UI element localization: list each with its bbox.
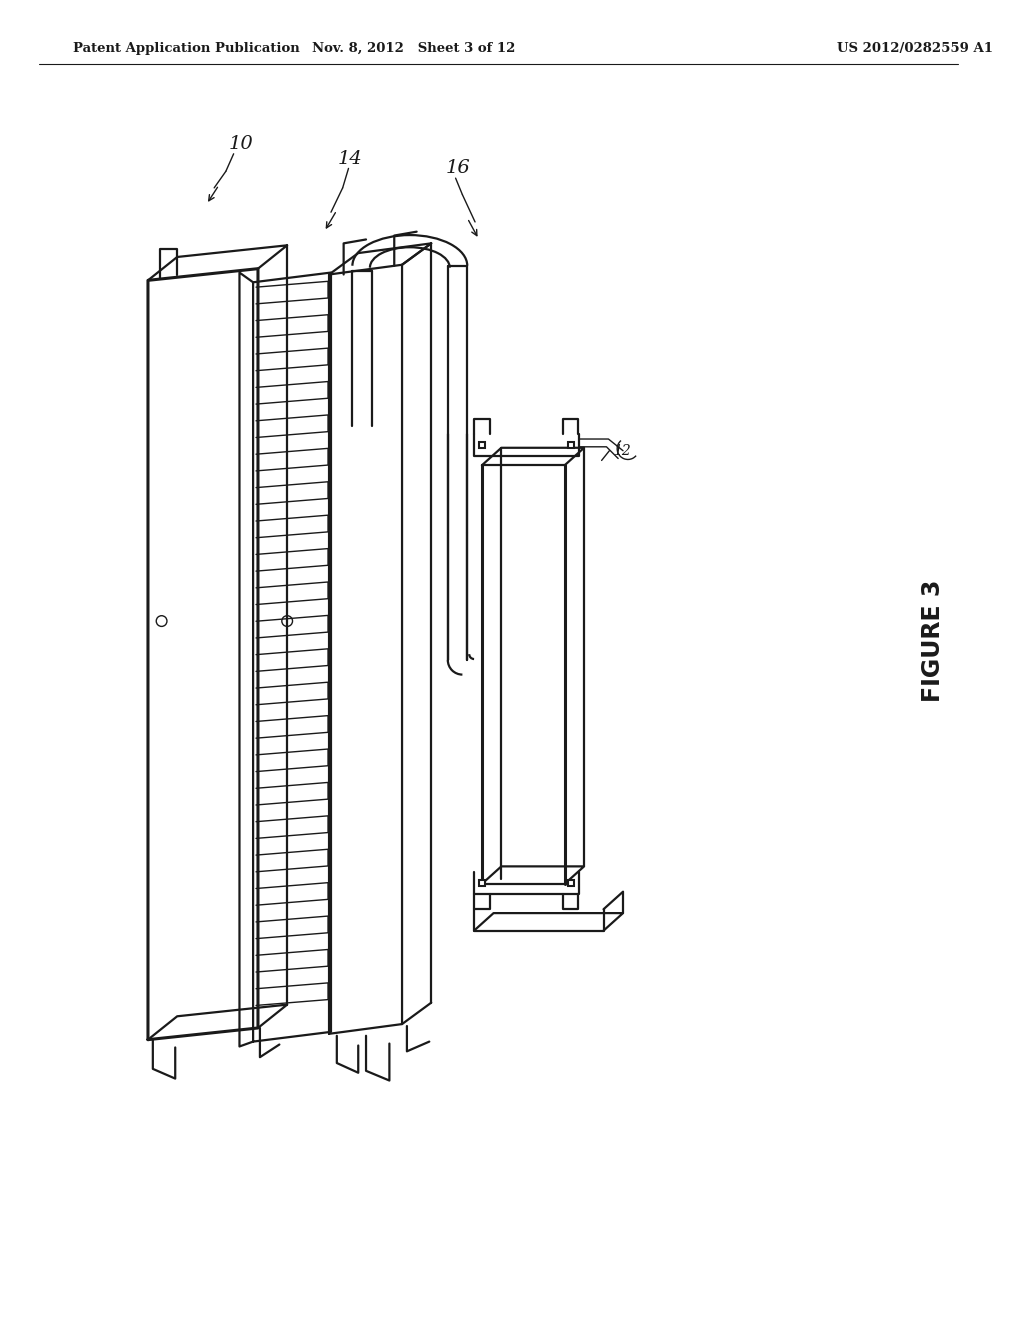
Text: 16: 16 <box>445 160 470 177</box>
Text: Patent Application Publication: Patent Application Publication <box>73 42 300 55</box>
Text: 14: 14 <box>338 149 362 168</box>
Text: FIGURE 3: FIGURE 3 <box>921 579 944 702</box>
Text: 10: 10 <box>229 135 254 153</box>
Text: US 2012/0282559 A1: US 2012/0282559 A1 <box>838 42 993 55</box>
Text: Nov. 8, 2012   Sheet 3 of 12: Nov. 8, 2012 Sheet 3 of 12 <box>312 42 515 55</box>
Text: 12: 12 <box>613 444 631 458</box>
